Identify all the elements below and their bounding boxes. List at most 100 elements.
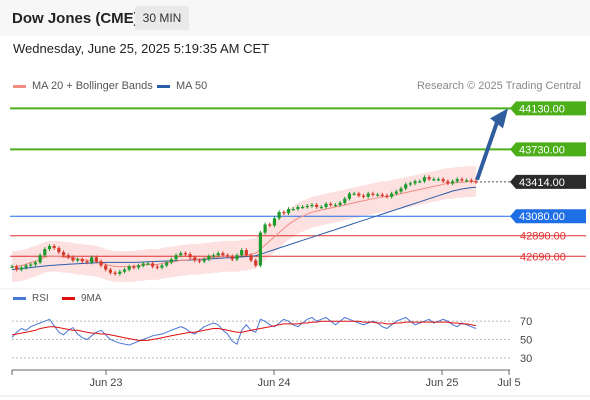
ma9-swatch bbox=[62, 296, 75, 300]
candle-body bbox=[418, 181, 422, 183]
candle-body bbox=[221, 253, 225, 256]
candle bbox=[165, 260, 169, 268]
candle bbox=[43, 247, 47, 258]
candle-body bbox=[291, 209, 295, 211]
timestamp: Wednesday, June 25, 2025 5:19:35 AM CET bbox=[13, 41, 270, 56]
candle bbox=[408, 181, 412, 187]
candle-body bbox=[193, 257, 197, 261]
candle bbox=[29, 262, 33, 268]
candle-body bbox=[413, 181, 417, 184]
candle-body bbox=[357, 193, 361, 196]
candle-body bbox=[375, 194, 380, 196]
candle-body bbox=[211, 255, 216, 257]
candle bbox=[113, 270, 117, 276]
candle-body bbox=[188, 254, 192, 258]
candle bbox=[61, 250, 66, 258]
timeframe-button[interactable]: 30 MIN bbox=[135, 6, 189, 30]
candle-body bbox=[343, 198, 347, 203]
candle bbox=[254, 258, 258, 268]
candle-body bbox=[319, 206, 323, 209]
candle-body bbox=[315, 204, 319, 207]
candle bbox=[390, 191, 394, 199]
candle-body bbox=[361, 195, 366, 197]
candle-body bbox=[132, 266, 136, 268]
candle-body bbox=[385, 195, 389, 197]
candle-body bbox=[127, 266, 131, 270]
candle-body bbox=[394, 191, 398, 194]
level-label-support: 42690.00 bbox=[520, 251, 566, 263]
candle-body bbox=[230, 256, 234, 260]
candle bbox=[15, 264, 19, 272]
candle bbox=[394, 189, 398, 196]
ma9-label: 9MA bbox=[81, 293, 102, 304]
candle bbox=[333, 203, 337, 207]
candle bbox=[85, 259, 89, 265]
candle-body bbox=[113, 272, 117, 274]
candle bbox=[357, 191, 361, 198]
candle-body bbox=[169, 259, 173, 263]
credit-text: Research © 2025 Trading Central bbox=[416, 80, 581, 92]
candle bbox=[352, 191, 356, 196]
candle bbox=[436, 177, 441, 182]
candle bbox=[151, 261, 155, 269]
candle-body bbox=[408, 183, 412, 185]
level-tag-resistance bbox=[510, 142, 586, 157]
candle bbox=[422, 175, 427, 184]
current-price-label: 43414.00 bbox=[519, 177, 565, 189]
candle bbox=[347, 191, 352, 201]
candle-body bbox=[33, 262, 38, 265]
candle bbox=[371, 191, 375, 197]
forecast-arrow-head bbox=[490, 108, 508, 129]
candle-body bbox=[122, 269, 127, 272]
candle-body bbox=[141, 263, 145, 266]
candle bbox=[108, 267, 113, 275]
candle bbox=[446, 179, 450, 186]
candle-body bbox=[296, 206, 300, 210]
candle-body bbox=[43, 249, 47, 256]
candle-body bbox=[333, 204, 337, 207]
candle-body bbox=[263, 224, 267, 233]
candle-body bbox=[160, 265, 164, 268]
candle bbox=[450, 179, 455, 186]
candle-body bbox=[338, 202, 342, 205]
candle bbox=[169, 257, 173, 265]
candle-body bbox=[427, 177, 431, 180]
candle-body bbox=[104, 265, 108, 270]
candle bbox=[71, 255, 75, 263]
level-label-support: 42890.00 bbox=[520, 231, 566, 243]
rsi-tick-label: 30 bbox=[520, 353, 532, 365]
candle-body bbox=[404, 184, 408, 189]
candle bbox=[404, 182, 408, 191]
legend-ma20: MA 20 + Bollinger Bands bbox=[13, 80, 153, 92]
candle bbox=[385, 193, 389, 199]
candles bbox=[10, 175, 478, 276]
candle bbox=[465, 178, 469, 183]
candle-body bbox=[183, 253, 188, 255]
candle-body bbox=[90, 257, 94, 263]
candle-body bbox=[85, 261, 89, 263]
candle bbox=[300, 205, 305, 209]
candle-body bbox=[258, 232, 263, 266]
candle bbox=[272, 216, 277, 228]
candle-body bbox=[94, 257, 98, 262]
candle bbox=[441, 177, 445, 184]
candle bbox=[136, 263, 141, 270]
candle-body bbox=[19, 267, 23, 270]
candle bbox=[277, 210, 281, 221]
candle-body bbox=[347, 193, 352, 199]
candle-body bbox=[422, 177, 427, 182]
candle bbox=[399, 186, 403, 194]
candle bbox=[174, 253, 178, 262]
candle bbox=[268, 222, 272, 228]
candle-body bbox=[300, 206, 305, 209]
candle bbox=[263, 222, 267, 235]
candle-body bbox=[282, 212, 286, 214]
ma50-swatch bbox=[157, 84, 170, 88]
candle bbox=[324, 202, 328, 209]
candle-body bbox=[216, 253, 220, 256]
candle bbox=[249, 253, 253, 263]
candle-body bbox=[207, 256, 211, 260]
candle bbox=[230, 254, 234, 262]
x-tick-label: Jun 24 bbox=[257, 377, 290, 389]
legend-rsi: RSI bbox=[13, 293, 49, 304]
